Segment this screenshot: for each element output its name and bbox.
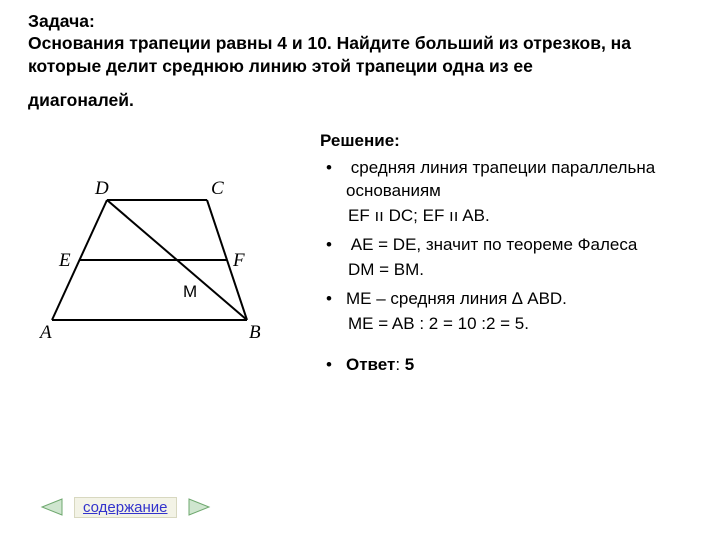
prev-arrow-icon[interactable] xyxy=(38,496,64,518)
svg-text:A: A xyxy=(38,322,52,343)
svg-text:B: B xyxy=(249,322,261,343)
bullet-1-sub: EF ıı DC; EF ıı AB. xyxy=(320,205,680,228)
figure-column: A B C D E F M xyxy=(0,130,320,376)
bullet-1-text: средняя линия трапеции параллельна основ… xyxy=(346,158,655,200)
point-label-M: M xyxy=(183,282,197,302)
bullet-3-sub: ME = AB : 2 = 10 :2 = 5. xyxy=(320,313,680,336)
answer-label: Ответ xyxy=(346,355,395,374)
svg-text:F: F xyxy=(232,250,245,271)
trapezoid-figure: A B C D E F xyxy=(32,175,292,355)
svg-text:C: C xyxy=(211,178,224,199)
bullet-2-sub: DM = BM. xyxy=(320,259,680,282)
bullet-3-text: МЕ – средняя линия ∆ ABD. xyxy=(346,289,567,308)
answer-value: 5 xyxy=(405,355,414,374)
next-arrow-icon[interactable] xyxy=(187,496,213,518)
title-label: Задача: xyxy=(28,11,95,31)
solution-heading: Решение: xyxy=(320,130,680,153)
bullet-2-text: AE = DE, значит по теореме Фалеса xyxy=(351,235,638,254)
toc-link[interactable]: содержание xyxy=(74,497,177,518)
bullet-2: AE = DE, значит по теореме Фалеса xyxy=(320,234,680,257)
svg-text:D: D xyxy=(94,178,109,199)
problem-statement: Задача: Основания трапеции равны 4 и 10.… xyxy=(0,0,720,112)
title-text-1: Основания трапеции равны 4 и 10. Найдите… xyxy=(28,33,631,75)
bullet-1: средняя линия трапеции параллельна основ… xyxy=(320,157,680,203)
answer-row: Ответ: 5 xyxy=(320,354,680,377)
solution-column: Решение: средняя линия трапеции параллел… xyxy=(320,130,720,376)
svg-text:E: E xyxy=(58,250,71,271)
title-text-2: диагоналей xyxy=(28,90,129,110)
bullet-3: МЕ – средняя линия ∆ ABD. xyxy=(320,288,680,311)
bottom-nav: содержание xyxy=(38,496,213,518)
